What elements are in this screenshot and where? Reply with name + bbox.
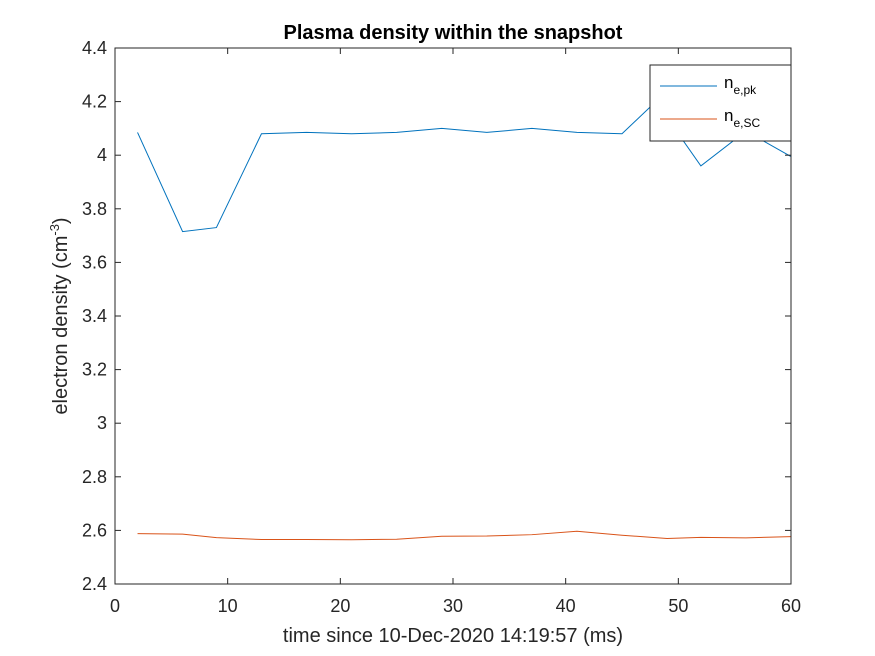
y-tick-label: 4.2 [82, 92, 107, 112]
y-tick-label: 2.8 [82, 467, 107, 487]
y-tick-label: 2.6 [82, 520, 107, 540]
series-line-e-sc [137, 530, 792, 541]
y-tick-label: 3.4 [82, 306, 107, 326]
y-axis-label-suffix: ) [50, 217, 72, 224]
legend-entry-name: n [724, 106, 733, 125]
y-tick-label: 2.4 [82, 574, 107, 594]
x-tick-label: 0 [110, 596, 120, 616]
legend-entry-label: ne,pk [724, 73, 757, 97]
x-tick-label: 50 [668, 596, 688, 616]
legend-entry-subscript: e,pk [733, 83, 757, 97]
y-tick-label: 3.8 [82, 199, 107, 219]
x-tick-label: 20 [330, 596, 350, 616]
y-axis-label-main: electron density (cm [50, 236, 72, 415]
y-tick-label: 3.2 [82, 360, 107, 380]
ticks-group: 0 10 20 30 40 50 60 2.4 2.6 2.8 3 3.2 3.4 3.6 3.8 4 4.2 4… [82, 38, 801, 616]
x-tick-label: 10 [218, 596, 238, 616]
x-tick-label: 40 [556, 596, 576, 616]
legend-entry-subscript: e,SC [733, 116, 760, 130]
chart-title: Plasma density within the snapshot [284, 22, 623, 44]
x-axis-label: time since 10-Dec-2020 14:19:57 (ms) [283, 625, 623, 647]
legend-entry-label: ne,SC [724, 106, 760, 130]
x-tick-label: 60 [781, 596, 801, 616]
y-axis-label-superscript: -3 [47, 224, 62, 236]
y-tick-label: 4.4 [82, 38, 107, 58]
legend-entry-name: n [724, 73, 733, 92]
y-tick-label: 4 [97, 145, 107, 165]
legend-box [649, 64, 792, 142]
x-tick-label: 30 [443, 596, 463, 616]
y-tick-label: 3 [97, 413, 107, 433]
y-axis-label: electron density (cm-3) [47, 217, 72, 414]
y-tick-label: 3.6 [82, 252, 107, 272]
